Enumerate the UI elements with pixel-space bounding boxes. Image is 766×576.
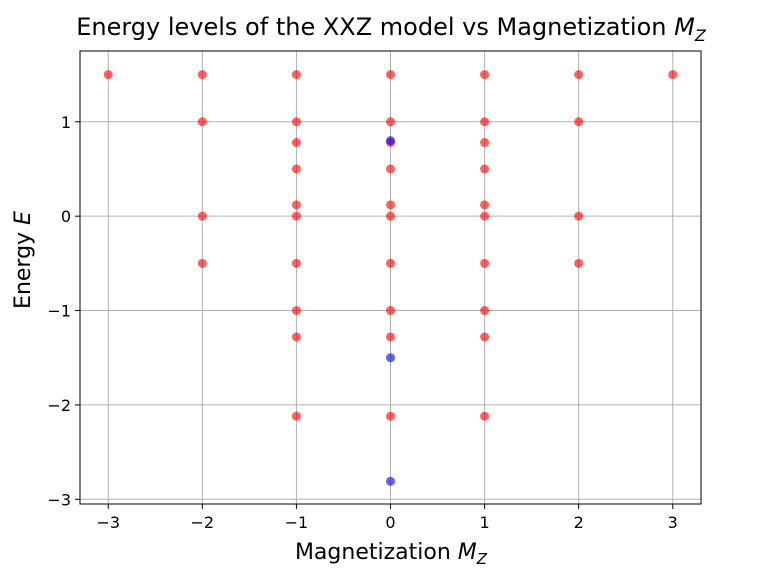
red-data-point: [480, 117, 490, 127]
red-data-point: [386, 258, 395, 268]
red-data-point: [480, 164, 490, 174]
red-data-point: [197, 117, 207, 127]
x-tick-label: 0: [385, 513, 395, 532]
y-axis-label: Energy E: [11, 211, 36, 309]
red-data-point: [291, 258, 301, 268]
x-tick-label: 1: [479, 513, 489, 532]
red-data-point: [386, 117, 395, 127]
x-tick-label: −3: [96, 513, 120, 532]
y-tick-label: −2: [47, 396, 71, 415]
data-points: [103, 70, 678, 486]
red-data-point: [386, 332, 395, 342]
red-data-point: [291, 164, 301, 174]
y-tick-label: −3: [47, 490, 71, 509]
red-data-point: [480, 211, 490, 221]
red-data-point: [480, 70, 490, 80]
blue-data-point: [386, 136, 395, 146]
red-data-point: [291, 138, 301, 148]
y-axis-ticks: −3 −2 −1 0 1: [47, 113, 80, 509]
red-data-point: [668, 70, 678, 80]
y-tick-label: 0: [61, 207, 71, 226]
grid: [80, 51, 701, 504]
red-data-point: [291, 306, 301, 316]
red-data-point: [291, 200, 301, 210]
red-data-point: [480, 332, 490, 342]
red-data-point: [386, 164, 395, 174]
chart-title: Energy levels of the XXZ model vs Magnet…: [76, 13, 707, 45]
red-data-point: [197, 258, 207, 268]
x-tick-label: −2: [191, 513, 215, 532]
x-tick-label: −1: [285, 513, 309, 532]
red-data-point: [386, 306, 395, 316]
red-data-point: [291, 117, 301, 127]
red-data-point: [291, 411, 301, 421]
red-data-point: [574, 117, 584, 127]
red-data-point: [480, 411, 490, 421]
red-data-point: [291, 211, 301, 221]
red-data-point: [291, 70, 301, 80]
y-tick-label: −1: [47, 302, 71, 321]
red-data-point: [574, 70, 584, 80]
red-data-point: [103, 70, 113, 80]
x-tick-label: 2: [574, 513, 584, 532]
red-data-point: [480, 306, 490, 316]
red-data-point: [574, 211, 584, 221]
blue-data-point: [386, 353, 395, 363]
red-data-point: [197, 211, 207, 221]
red-data-point: [386, 211, 395, 221]
red-data-point: [386, 411, 395, 421]
red-data-point: [574, 258, 584, 268]
y-tick-label: 1: [61, 113, 71, 132]
red-data-point: [386, 200, 395, 210]
x-tick-label: 3: [668, 513, 678, 532]
red-data-point: [197, 70, 207, 80]
x-axis-ticks: −3 −2 −1 0 1 2 3: [96, 504, 678, 532]
red-data-point: [386, 70, 395, 80]
red-data-point: [480, 258, 490, 268]
red-data-point: [480, 200, 490, 210]
x-axis-label: Magnetization MZ: [295, 540, 488, 568]
blue-data-point: [386, 476, 395, 486]
red-data-point: [291, 332, 301, 342]
red-data-point: [480, 138, 490, 148]
